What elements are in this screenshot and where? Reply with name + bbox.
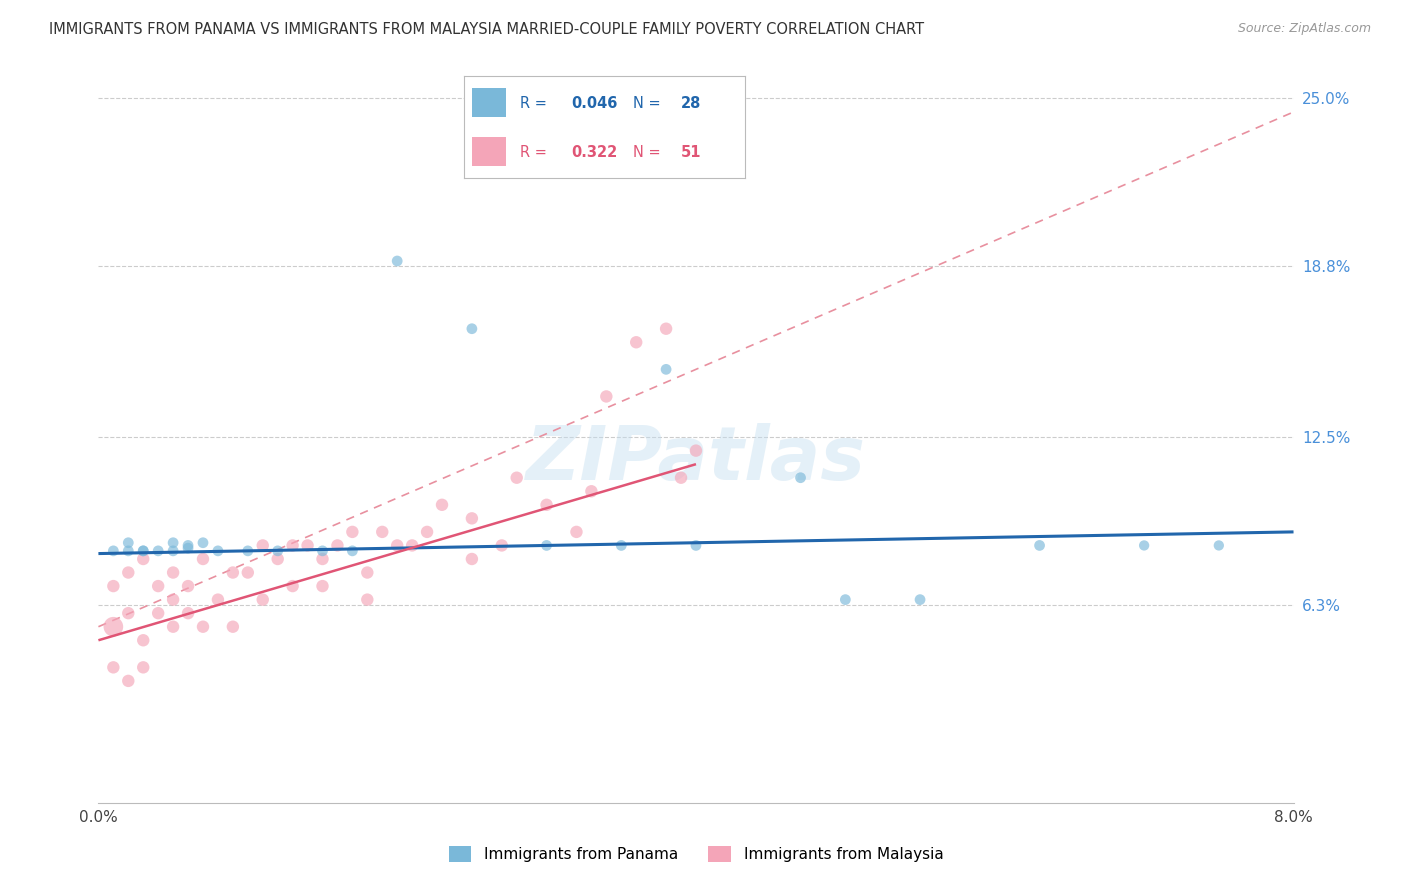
Point (1028, 538, 1050, 552)
Point (177, 541, 200, 556)
Point (236, 566, 259, 580)
Point (416, 524, 439, 539)
Point (655, 362, 678, 376)
Point (626, 335, 648, 350)
Point (789, 471, 811, 485)
Point (162, 620, 184, 634)
Point (385, 538, 409, 552)
Point (191, 552, 214, 566)
Text: ZIPatlas: ZIPatlas (526, 423, 866, 496)
Point (536, 498, 558, 512)
Point (297, 538, 319, 552)
Point (371, 524, 394, 539)
Point (103, 660, 125, 674)
Point (311, 552, 333, 566)
Point (491, 538, 513, 552)
Point (311, 579, 333, 593)
Point (401, 538, 423, 552)
Point (356, 566, 378, 580)
Point (536, 538, 558, 552)
Point (342, 544, 364, 558)
Point (177, 606, 200, 620)
Point (565, 524, 588, 539)
Point (311, 544, 333, 558)
Point (222, 620, 245, 634)
Text: Source: ZipAtlas.com: Source: ZipAtlas.com (1237, 22, 1371, 36)
Point (132, 552, 155, 566)
Point (326, 538, 349, 552)
Point (117, 606, 139, 620)
Point (685, 538, 707, 552)
Text: 0.046: 0.046 (571, 96, 617, 111)
Point (834, 592, 856, 607)
Point (148, 544, 170, 558)
Point (267, 552, 290, 566)
Point (103, 620, 125, 634)
Point (117, 566, 139, 580)
Text: IMMIGRANTS FROM PANAMA VS IMMIGRANTS FROM MALAYSIA MARRIED-COUPLE FAMILY POVERTY: IMMIGRANTS FROM PANAMA VS IMMIGRANTS FRO… (49, 22, 924, 37)
Point (132, 633, 155, 648)
Text: 28: 28 (681, 96, 700, 111)
Legend: Immigrants from Panama, Immigrants from Malaysia: Immigrants from Panama, Immigrants from … (443, 840, 949, 868)
Point (461, 552, 484, 566)
Point (908, 592, 931, 607)
Point (1133, 538, 1156, 552)
Point (281, 579, 304, 593)
FancyBboxPatch shape (472, 88, 506, 117)
Point (669, 471, 692, 485)
Point (117, 544, 139, 558)
Point (236, 544, 259, 558)
Point (177, 579, 200, 593)
Point (117, 673, 139, 688)
Point (595, 389, 617, 403)
Point (610, 538, 633, 552)
Point (162, 566, 184, 580)
Text: 51: 51 (681, 145, 702, 161)
Point (356, 592, 378, 607)
Point (581, 484, 603, 499)
Point (267, 544, 290, 558)
Point (191, 620, 214, 634)
Text: R =: R = (520, 96, 551, 111)
Point (222, 566, 245, 580)
Point (385, 254, 409, 268)
Point (162, 592, 184, 607)
Point (252, 592, 274, 607)
Point (148, 579, 170, 593)
Point (191, 535, 214, 549)
Point (655, 322, 678, 336)
Point (162, 535, 184, 549)
Point (132, 660, 155, 674)
FancyBboxPatch shape (472, 137, 506, 166)
Text: 0.322: 0.322 (571, 145, 617, 161)
Point (281, 538, 304, 552)
Point (207, 592, 229, 607)
Point (430, 498, 453, 512)
Point (207, 544, 229, 558)
Point (162, 544, 184, 558)
Point (132, 544, 155, 558)
Point (103, 579, 125, 593)
Point (177, 538, 200, 552)
Point (1208, 538, 1230, 552)
Point (342, 524, 364, 539)
Point (506, 471, 529, 485)
Point (103, 544, 125, 558)
Text: N =: N = (633, 145, 665, 161)
Point (461, 322, 484, 336)
Text: R =: R = (520, 145, 551, 161)
Text: N =: N = (633, 96, 665, 111)
Point (117, 535, 139, 549)
Point (132, 544, 155, 558)
Point (252, 538, 274, 552)
Point (685, 443, 707, 458)
Point (461, 511, 484, 525)
Point (148, 606, 170, 620)
